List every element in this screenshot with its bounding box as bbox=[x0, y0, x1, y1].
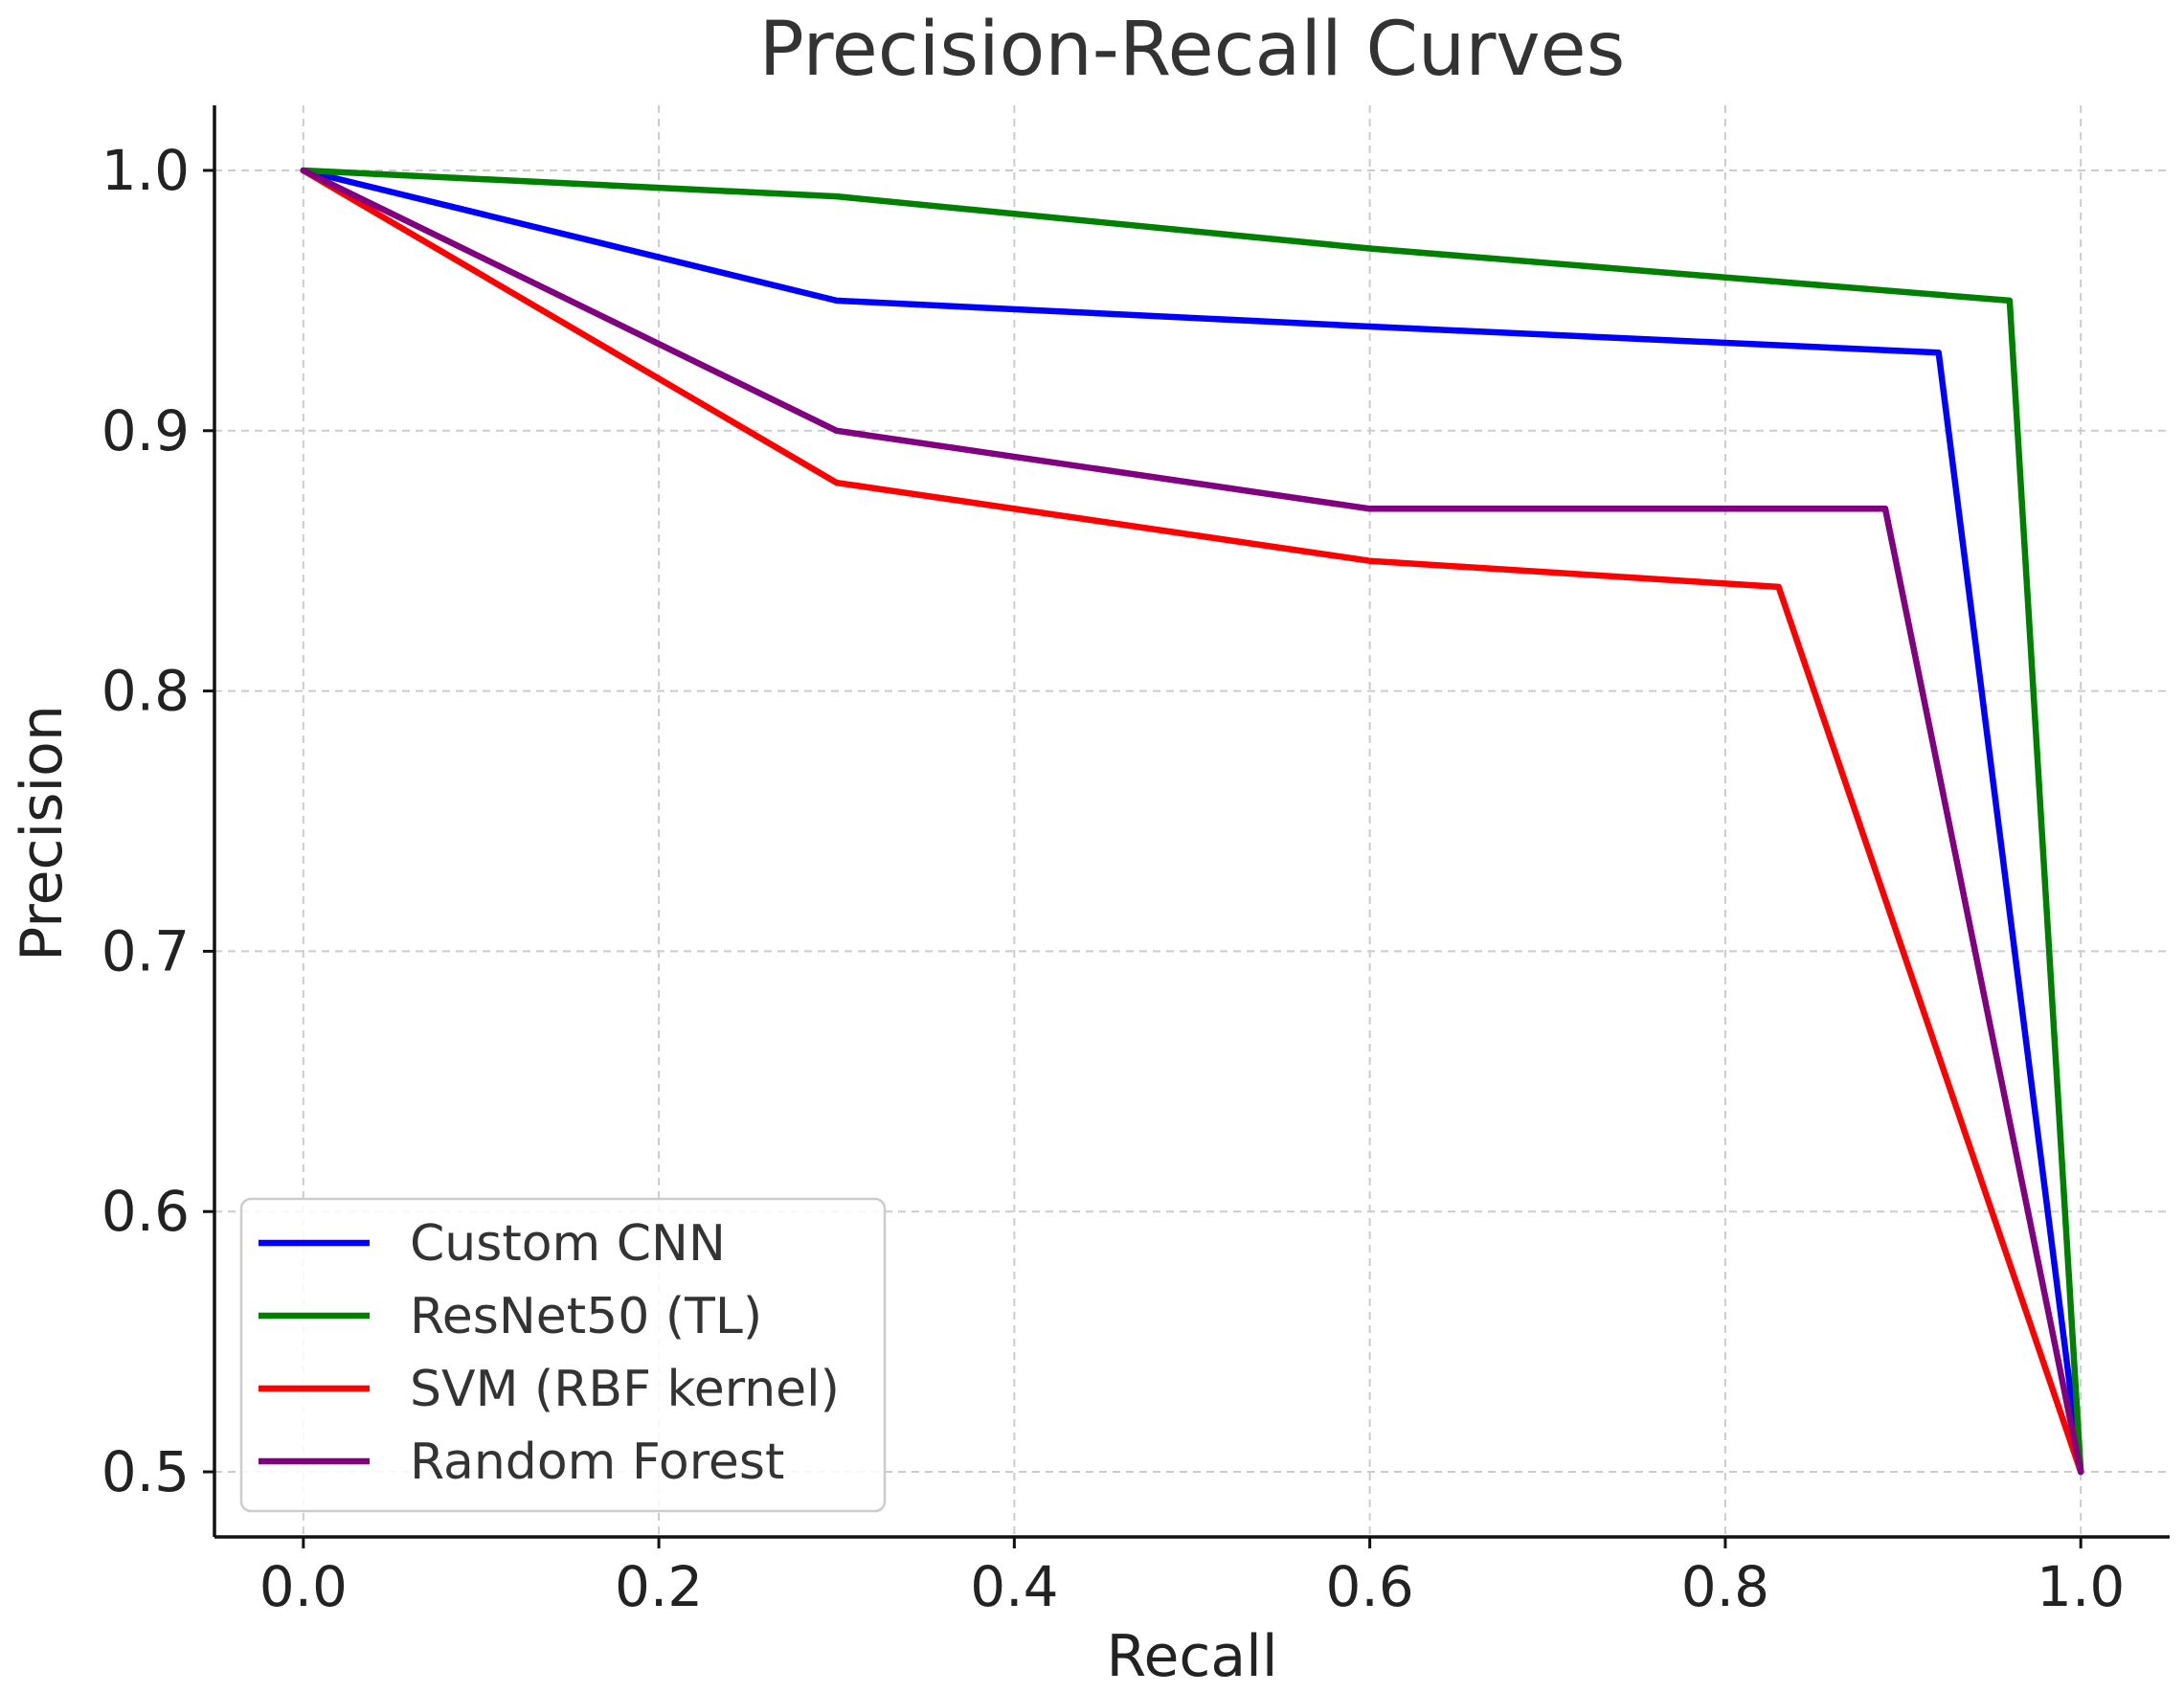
axes bbox=[213, 105, 2170, 1539]
x-tick-label: 0.0 bbox=[259, 1554, 348, 1619]
x-tick-label: 0.8 bbox=[1681, 1554, 1769, 1619]
y-tick-label: 0.9 bbox=[101, 398, 190, 463]
y-tick-label: 0.8 bbox=[101, 659, 190, 724]
legend: Custom CNN ResNet50 (TL) SVM (RBF kernel) R… bbox=[239, 1197, 887, 1513]
x-axis-title: Recall bbox=[1106, 1623, 1277, 1690]
x-tick-label: 0.2 bbox=[615, 1554, 703, 1619]
legend-label: ResNet50 (TL) bbox=[410, 1288, 762, 1345]
legend-label: Random Forest bbox=[410, 1433, 784, 1491]
series-line-svm-rbf-kernel bbox=[300, 167, 2084, 1476]
legend-label: Custom CNN bbox=[410, 1215, 726, 1273]
series-layer bbox=[300, 167, 2084, 1476]
y-tick-label: 0.7 bbox=[101, 918, 190, 983]
x-tick-label: 1.0 bbox=[2037, 1554, 2125, 1619]
legend-label: SVM (RBF kernel) bbox=[410, 1361, 840, 1418]
y-tick-label: 0.6 bbox=[101, 1179, 190, 1244]
y-tick-label: 0.5 bbox=[101, 1439, 190, 1504]
chart-title: Precision-Recall Curves bbox=[759, 7, 1625, 93]
series-line-custom-cnn bbox=[300, 167, 2084, 1476]
series-line-random-forest bbox=[300, 167, 2084, 1476]
y-tick-label: 1.0 bbox=[101, 138, 190, 203]
y-axis-title: Precision bbox=[9, 705, 76, 961]
legend-box bbox=[239, 1197, 887, 1513]
x-tick-label: 0.6 bbox=[1326, 1554, 1414, 1619]
x-tick-label: 0.4 bbox=[970, 1554, 1058, 1619]
ticks: 0.0 0.2 0.4 0.6 0.8 1.0 0.5 0.6 0.7 0.8 0.9 1.0 bbox=[101, 138, 2126, 1619]
series-line-resnet50-tl bbox=[300, 167, 2084, 1476]
